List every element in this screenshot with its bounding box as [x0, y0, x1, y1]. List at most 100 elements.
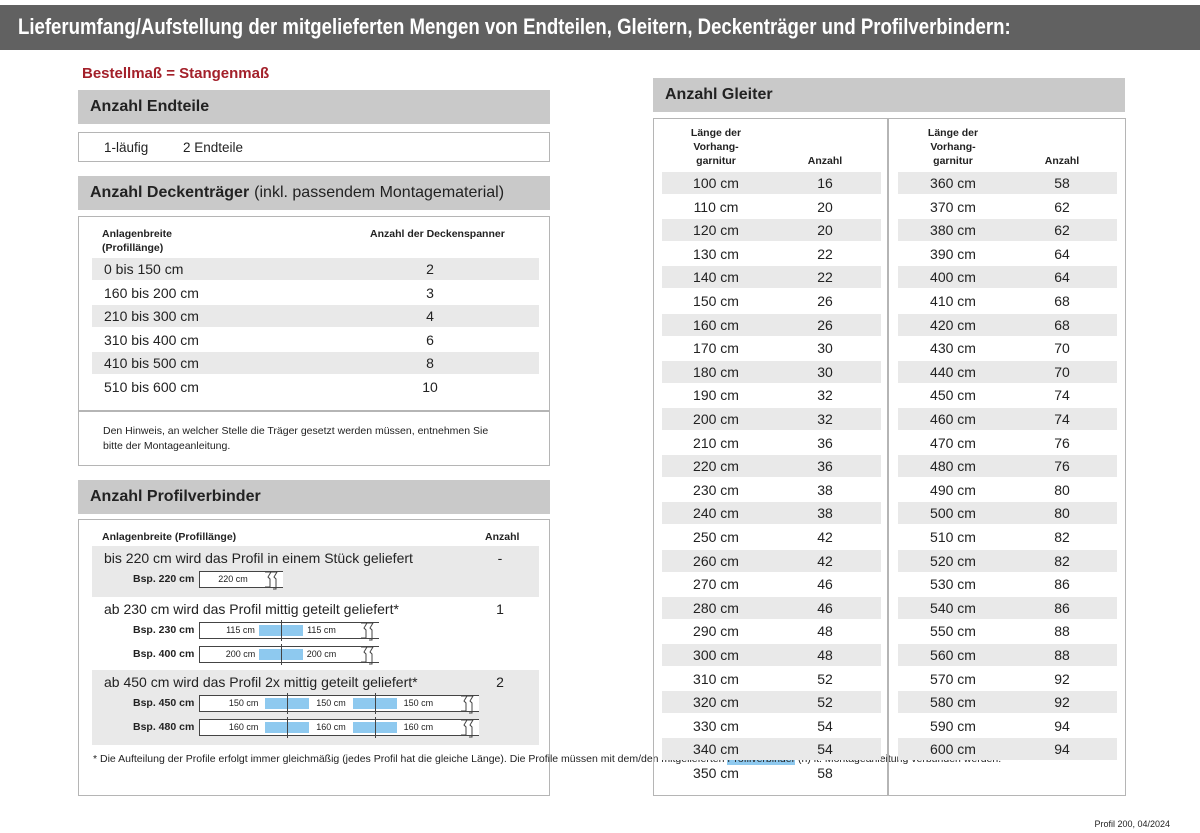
segment-label: 160 cm: [228, 722, 259, 732]
row-stripe: [662, 266, 881, 289]
cell: 250 cm: [693, 529, 739, 545]
col-header: Anlagenbreite (Profillänge): [102, 531, 237, 543]
cell: 86: [1054, 576, 1070, 593]
cell: 470 cm: [930, 434, 976, 451]
cell: 200 cm: [693, 411, 739, 427]
cell: 38: [817, 481, 833, 498]
cell: 22: [817, 269, 833, 286]
title: Anzahl Deckenträger: [90, 184, 250, 201]
cell: 68: [1054, 293, 1070, 309]
col-header: Länge der: [690, 127, 742, 139]
cell: 380 cm: [930, 222, 976, 239]
cell: 22: [817, 245, 833, 262]
row-stripe: [898, 549, 1117, 572]
joint: [287, 693, 289, 714]
row-stripe: [898, 408, 1117, 430]
cell: 94: [1054, 717, 1070, 734]
segment-label: 220 cm: [218, 574, 248, 584]
cell: 48: [817, 623, 833, 640]
segment-label: 160 cm: [316, 722, 346, 732]
cell: 100 cm: [693, 175, 739, 191]
row-stripe: [898, 644, 1117, 666]
cell: 540 cm: [930, 599, 976, 616]
cell: 170 cm: [693, 340, 739, 357]
box: [78, 216, 550, 466]
segment-label: 160 cm: [403, 722, 434, 732]
footer: Profil 200, 04/2024: [1094, 819, 1170, 829]
cell: 58: [817, 765, 833, 781]
row-stripe: [662, 408, 881, 430]
title-bar: Lieferumfang/Aufstellung der mitgeliefer…: [0, 5, 1200, 50]
cell: 1-läufig: [104, 140, 149, 155]
cell: 68: [1054, 316, 1070, 333]
cell: 530 cm: [930, 576, 976, 593]
row-stripe: [898, 266, 1117, 289]
cell: 74: [1054, 411, 1070, 427]
row-stripe: [662, 738, 881, 761]
note: Den Hinweis, an welcher Stelle die Träge…: [103, 425, 489, 452]
segment-label: 200 cm: [225, 649, 256, 659]
cell: 450 cm: [930, 387, 976, 404]
cell: 62: [1054, 198, 1070, 215]
cell: 94: [1054, 741, 1070, 758]
cell: 6: [426, 331, 434, 348]
joint: [374, 693, 376, 714]
row-stripe: [662, 644, 881, 666]
cell: 74: [1054, 387, 1070, 404]
row-stripe: [662, 455, 881, 478]
cell: 88: [1054, 623, 1070, 640]
cell: 490 cm: [930, 481, 976, 498]
cell: 4: [426, 308, 434, 324]
row-stripe: [662, 313, 881, 336]
example-label: Bsp. 400 cm: [133, 648, 195, 660]
cell: 580 cm: [930, 694, 976, 711]
profile-end: [461, 719, 474, 738]
cell: 54: [817, 741, 833, 758]
group-count: 2: [496, 674, 504, 690]
cell: 180 cm: [693, 363, 739, 380]
cell: 32: [817, 387, 833, 404]
cell: 86: [1054, 599, 1070, 616]
cell: 38: [817, 505, 833, 522]
cell: 88: [1054, 647, 1070, 663]
cell: 300 cm: [693, 647, 739, 663]
col-header: Anlagenbreite: [102, 228, 173, 240]
section-header: Anzahl Profilverbinder: [78, 480, 550, 514]
cell: 58: [1054, 175, 1070, 191]
col-header: Anzahl: [485, 531, 520, 543]
cell: 240 cm: [693, 505, 739, 522]
box: [78, 519, 550, 796]
order-note: Bestellmaß = Stangenmaß: [82, 65, 270, 82]
cell: 600 cm: [930, 741, 976, 758]
cell: 64: [1054, 269, 1070, 286]
row-stripe: [898, 596, 1117, 619]
cell: 92: [1054, 694, 1070, 711]
row-stripe: [662, 691, 881, 714]
col-header: Anzahl: [807, 155, 843, 167]
cell: 500 cm: [930, 505, 976, 522]
cell: 76: [1054, 434, 1070, 451]
page-title: Lieferumfang/Aufstellung der mitgeliefer…: [18, 14, 1011, 39]
cell: 8: [426, 355, 434, 371]
row-stripe: [662, 172, 881, 194]
col-header: Vorhang-: [930, 141, 976, 153]
group-text: ab 230 cm wird das Profil mittig geteilt…: [104, 601, 399, 617]
cell: 42: [817, 552, 833, 569]
cell: 48: [817, 647, 833, 663]
cell: 26: [817, 316, 833, 333]
cell: 260 cm: [693, 552, 739, 569]
col-header: Anzahl der Deckenspanner: [370, 228, 505, 240]
divider: [887, 119, 889, 795]
cell: 16: [817, 175, 833, 191]
joint: [281, 644, 282, 665]
cell: 360 cm: [930, 175, 976, 191]
row-stripe: [898, 502, 1117, 525]
cell: 82: [1054, 552, 1070, 569]
cell: 54: [817, 717, 833, 734]
cell: 110 cm: [693, 198, 739, 215]
profile-end: [361, 646, 374, 665]
cell: 160 cm: [693, 316, 739, 333]
group-count: -: [497, 550, 503, 566]
box: 1-läufig 2 Endteile: [78, 132, 550, 162]
